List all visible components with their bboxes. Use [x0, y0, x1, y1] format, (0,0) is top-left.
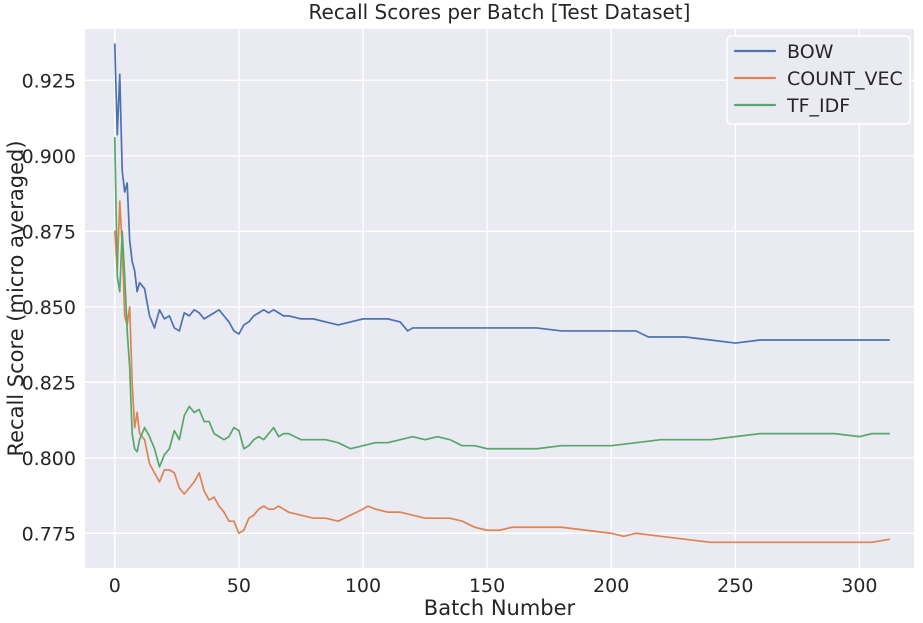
y-tick-label: 0.875 [22, 221, 76, 243]
x-tick-label: 150 [469, 575, 505, 597]
series-line-count-vec [113, 200, 891, 544]
y-tick-label: 0.825 [22, 372, 76, 394]
x-tick-label: 50 [227, 575, 251, 597]
series-layer [113, 43, 891, 544]
legend-label: TF_IDF [786, 95, 850, 117]
x-tick-label: 0 [109, 575, 121, 597]
y-tick-label: 0.925 [22, 70, 76, 92]
chart-legend: BOW COUNT_VEC TF_IDF [726, 35, 911, 125]
x-tick-label: 100 [345, 575, 381, 597]
series-line-tf-idf [113, 136, 891, 468]
tick-layer: 0 50 100 150 200 250 300 0.775 0.800 0.825 0.850 0.… [22, 70, 878, 597]
legend-label: BOW [787, 41, 834, 63]
x-tick-label: 300 [841, 575, 877, 597]
y-tick-label: 0.800 [22, 448, 76, 470]
legend-box [726, 35, 911, 125]
legend-label: COUNT_VEC [787, 68, 903, 90]
y-axis-label: Recall Score (micro averaged) [4, 140, 28, 456]
grid-layer [85, 29, 914, 568]
chart-title: Recall Scores per Batch [Test Dataset] [309, 0, 691, 24]
y-tick-label: 0.775 [22, 523, 76, 545]
series-line-bow [113, 43, 891, 344]
y-tick-label: 0.850 [22, 297, 76, 319]
x-tick-label: 200 [593, 575, 629, 597]
y-tick-label: 0.900 [22, 146, 76, 168]
x-axis-label: Batch Number [424, 596, 576, 620]
x-tick-label: 250 [717, 575, 753, 597]
